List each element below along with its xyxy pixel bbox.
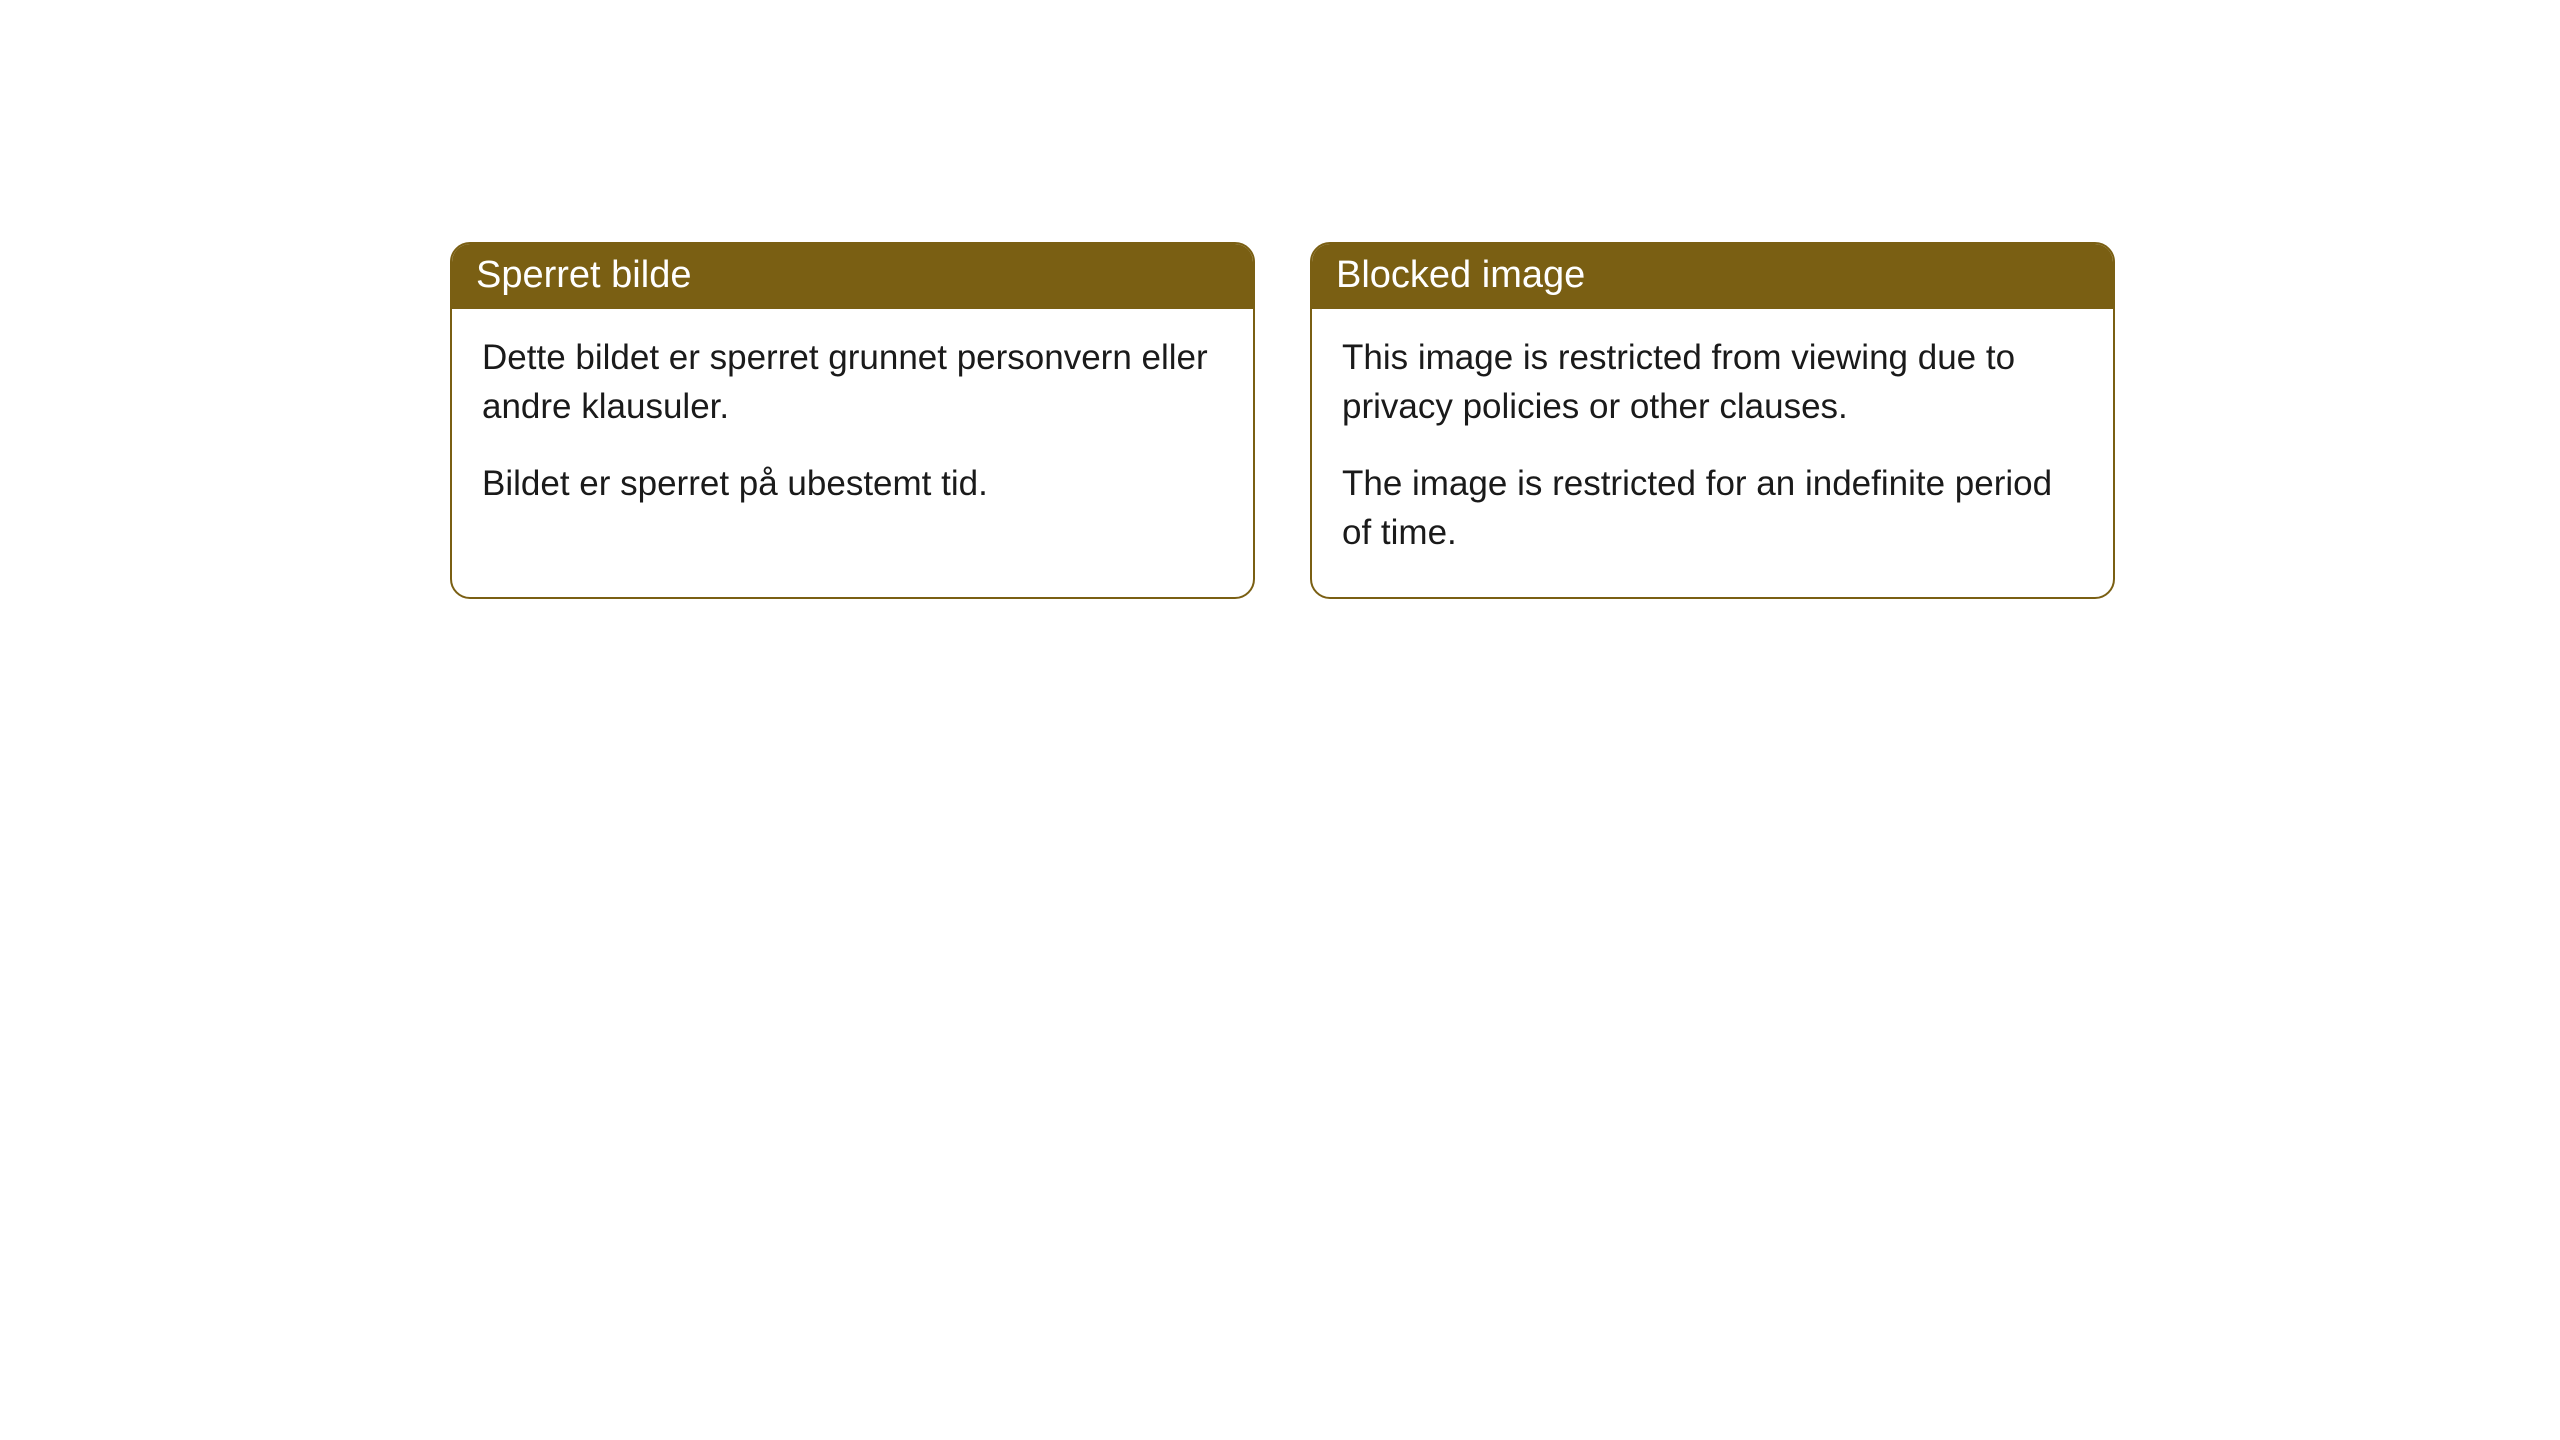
card-body-english: This image is restricted from viewing du… (1312, 309, 2113, 597)
card-body-norwegian: Dette bildet er sperret grunnet personve… (452, 309, 1253, 548)
notice-card-english: Blocked image This image is restricted f… (1310, 242, 2115, 599)
card-header-norwegian: Sperret bilde (452, 244, 1253, 309)
card-paragraph-2: The image is restricted for an indefinit… (1342, 459, 2083, 557)
notice-cards-container: Sperret bilde Dette bildet er sperret gr… (450, 242, 2115, 599)
notice-card-norwegian: Sperret bilde Dette bildet er sperret gr… (450, 242, 1255, 599)
card-paragraph-1: Dette bildet er sperret grunnet personve… (482, 333, 1223, 431)
card-paragraph-2: Bildet er sperret på ubestemt tid. (482, 459, 1223, 508)
card-paragraph-1: This image is restricted from viewing du… (1342, 333, 2083, 431)
card-header-english: Blocked image (1312, 244, 2113, 309)
